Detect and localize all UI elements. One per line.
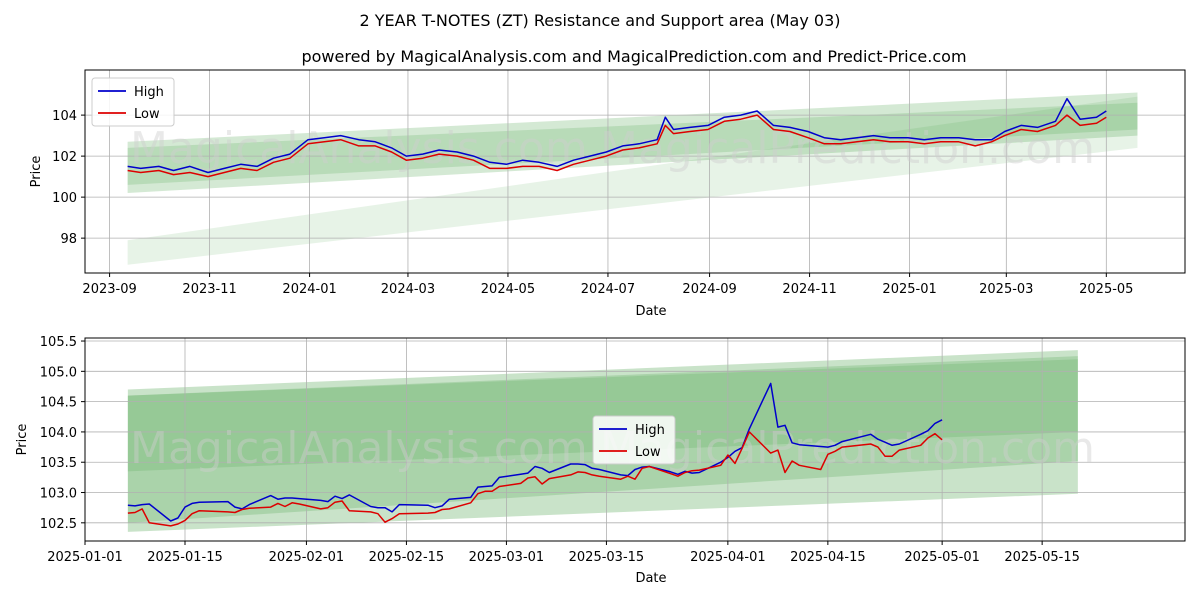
watermark-text: MagicalAnalysis.com [130,423,588,474]
legend-box [91,77,175,127]
series-line-high [127,382,943,522]
x-tick-label: 2024-11 [782,282,836,297]
x-tick-label: 2024-03 [381,282,435,297]
watermark-text: MagicalPrediction.com [600,423,1095,474]
legend-label-high: High [134,85,164,100]
x-tick-label: 2025-01-01 [47,550,123,565]
prediction-band-1 [127,92,1138,194]
x-tick-label: 2025-03-15 [569,550,645,565]
x-tick-label: 2025-05 [1079,282,1133,297]
x-tick-label: 2025-01-15 [147,550,223,565]
chart-title: 2 YEAR T-NOTES (ZT) Resistance and Suppo… [360,11,841,30]
x-tick-label: 2025-02-15 [369,550,445,565]
y-tick-label: 103.0 [40,487,77,502]
x-tick-label: 2023-09 [82,282,136,297]
x-axis-label: Date [635,571,666,586]
y-tick-label: 100 [52,191,77,206]
x-tick-label: 2025-03-01 [469,550,545,565]
y-axis-label: Price [15,424,30,456]
legend-box [592,415,676,465]
y-tick-label: 104.5 [40,396,77,411]
y-tick-label: 104.0 [40,426,77,441]
prediction-band-2 [127,102,1138,185]
x-tick-label: 2024-07 [581,282,635,297]
x-tick-label: 2024-01 [282,282,336,297]
y-tick-label: 103.5 [40,456,77,471]
y-tick-label: 98 [60,232,77,247]
watermark-text: MagicalPrediction.com [600,123,1095,174]
x-tick-label: 2025-01 [882,282,936,297]
x-tick-label: 2025-05-01 [904,550,980,565]
x-tick-label: 2025-05-15 [1004,550,1080,565]
legend: High Low [91,77,175,127]
bottom-chart-panel: MagicalAnalysis.com MagicalPrediction.com… [15,335,1186,586]
x-tick-label: 2025-02-01 [269,550,345,565]
prediction-band-3 [127,96,1138,265]
legend-label-low: Low [635,445,661,460]
series-line-high [127,97,1107,174]
plot-frame [84,337,1186,542]
x-tick-label: 2025-03 [979,282,1033,297]
x-axis-label: Date [635,304,666,319]
y-tick-label: 104 [52,109,77,124]
x-tick-label: 2025-04-01 [690,550,766,565]
series-line-low [127,431,943,527]
chart-subtitle: powered by MagicalAnalysis.com and Magic… [301,47,966,66]
prediction-band-3 [127,359,1078,472]
y-axis-label: Price [29,156,44,188]
series-line-low [127,114,1107,178]
legend-label-low: Low [134,107,160,122]
legend: High Low [592,415,676,465]
legend-label-high: High [635,423,665,438]
x-tick-label: 2023-11 [182,282,236,297]
top-chart-panel: MagicalAnalysis.com MagicalPrediction.com… [29,69,1186,319]
plot-frame [84,69,1186,274]
x-tick-label: 2024-05 [481,282,535,297]
y-tick-label: 102 [52,150,77,165]
y-tick-label: 105.0 [40,365,77,380]
y-tick-label: 105.5 [40,335,77,350]
watermark-text: MagicalAnalysis.com [130,123,588,174]
x-tick-label: 2025-04-15 [790,550,866,565]
y-tick-label: 102.5 [40,517,77,532]
x-tick-label: 2024-09 [682,282,736,297]
